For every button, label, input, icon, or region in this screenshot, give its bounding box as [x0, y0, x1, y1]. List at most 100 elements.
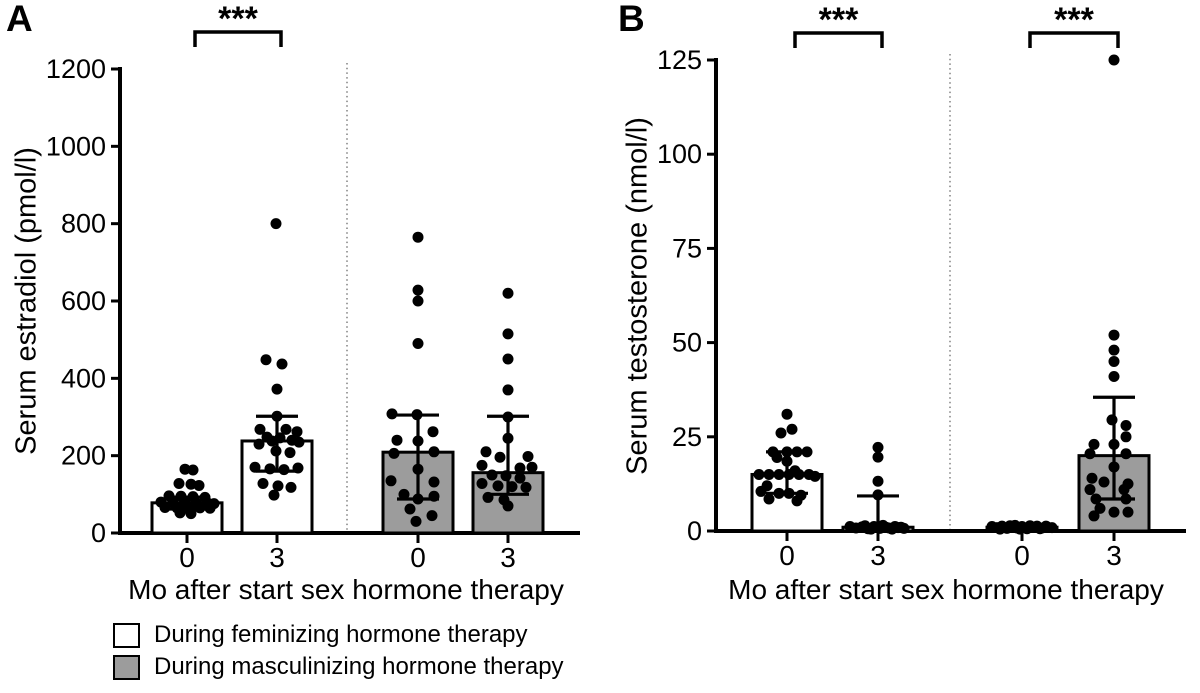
data-point	[1084, 448, 1096, 460]
data-point	[771, 452, 783, 464]
panel-a-y-axis-title: Serum estradiol (pmol/l)	[10, 147, 43, 455]
y-tick-label: 100	[657, 139, 702, 169]
data-point	[872, 475, 884, 487]
legend-label-feminizing: During feminizing hormone therapy	[154, 621, 528, 648]
y-tick-label: 125	[657, 45, 702, 75]
data-point	[514, 462, 526, 474]
data-point	[412, 463, 424, 475]
data-point	[775, 427, 787, 439]
data-point	[276, 358, 288, 370]
x-tick-label: 0	[1014, 540, 1030, 571]
data-point	[266, 435, 278, 447]
data-point	[185, 508, 197, 520]
data-point	[179, 463, 191, 475]
y-tick-label: 50	[672, 328, 702, 358]
data-point	[1098, 476, 1110, 488]
data-point	[801, 446, 813, 458]
data-point	[386, 408, 398, 420]
sig-label: ***	[819, 1, 859, 39]
data-point	[502, 432, 514, 444]
data-point	[391, 434, 403, 446]
data-point	[502, 287, 514, 299]
data-point	[1040, 520, 1052, 532]
data-point	[187, 464, 199, 476]
data-point	[1088, 510, 1100, 522]
data-point	[520, 481, 532, 493]
data-point	[1090, 493, 1102, 505]
legend-label-masculinizing: During masculinizing hormone therapy	[154, 653, 564, 680]
y-tick-label: 0	[91, 518, 106, 548]
data-point	[270, 218, 282, 230]
data-point	[292, 462, 304, 474]
data-point	[1108, 371, 1120, 383]
sig-bracket	[193, 30, 283, 47]
data-point	[1108, 438, 1120, 450]
data-point	[1120, 448, 1132, 460]
data-point	[410, 515, 422, 527]
data-point	[264, 463, 276, 475]
data-point	[194, 502, 206, 514]
data-point	[1106, 414, 1118, 426]
data-point	[1108, 344, 1120, 356]
data-point	[174, 507, 186, 519]
data-point	[1024, 520, 1036, 532]
data-point	[428, 490, 440, 502]
panel-b-y-axis-title: Serum testosterone (nmol/l)	[621, 117, 654, 475]
data-point	[791, 446, 803, 458]
data-point	[253, 438, 265, 450]
data-point	[260, 354, 272, 366]
legend-item-masculinizing: During masculinizing hormone therapy	[113, 653, 564, 681]
x-tick-label: 0	[779, 540, 795, 571]
data-point	[781, 455, 793, 467]
x-tick-label: 0	[410, 542, 426, 573]
data-point	[272, 480, 284, 492]
data-point	[506, 481, 518, 493]
sig-label: ***	[1054, 1, 1094, 39]
y-tick-label: 600	[61, 286, 106, 316]
data-point	[411, 409, 423, 421]
data-point	[271, 410, 283, 422]
data-point	[1009, 519, 1021, 531]
data-point	[412, 493, 424, 505]
data-point	[388, 447, 400, 459]
data-point	[428, 446, 440, 458]
data-point	[398, 488, 410, 500]
data-point	[284, 447, 296, 459]
data-point	[486, 469, 498, 481]
data-point	[809, 470, 821, 482]
data-point	[1108, 54, 1120, 66]
data-point	[412, 231, 424, 243]
data-point	[522, 450, 534, 462]
data-point	[476, 478, 488, 490]
data-point	[865, 523, 877, 535]
y-tick-label: 25	[672, 422, 702, 452]
x-tick-label: 3	[269, 542, 285, 573]
data-point	[1108, 355, 1120, 367]
data-point	[412, 284, 424, 296]
y-tick-label: 200	[61, 441, 106, 471]
data-point	[494, 451, 506, 463]
data-point	[159, 501, 171, 513]
data-point	[404, 503, 416, 515]
data-point	[791, 495, 803, 507]
data-point	[781, 408, 793, 420]
data-point	[872, 489, 884, 501]
data-point	[753, 468, 765, 480]
data-point	[1120, 431, 1132, 443]
data-point	[763, 493, 775, 505]
data-point	[502, 384, 514, 396]
sig-bracket	[1028, 31, 1120, 48]
data-point	[173, 478, 185, 490]
data-point	[1108, 506, 1120, 518]
data-point	[1084, 484, 1096, 496]
data-point	[895, 521, 907, 533]
data-point	[502, 328, 514, 340]
panel-b-label: B	[618, 0, 645, 39]
data-point	[426, 510, 438, 522]
legend-item-feminizing: During feminizing hormone therapy	[113, 621, 528, 649]
data-point	[872, 451, 884, 463]
data-point	[1122, 506, 1134, 518]
data-point	[500, 470, 512, 482]
data-point	[293, 436, 305, 448]
